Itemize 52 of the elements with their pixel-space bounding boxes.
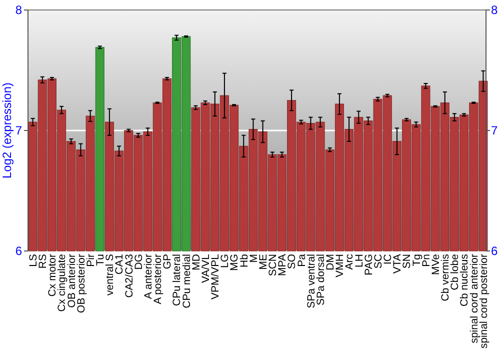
x-tick-label: SO	[286, 254, 298, 270]
y-tick-label: 6	[15, 244, 22, 258]
x-tick-label: IC	[382, 254, 394, 264]
x-tick-label: spinal cord anterior	[468, 253, 480, 344]
x-tick-label: MD	[190, 254, 202, 270]
x-tick-label: VA/VL	[200, 254, 212, 283]
y2-tick-label: 7	[491, 124, 498, 138]
x-tick-label: CPu lateral	[171, 254, 184, 306]
y2-tick-label: 6	[491, 244, 498, 258]
x-tick-label: CA2/CA3	[123, 254, 136, 298]
x-tick-label: OB posterior	[75, 254, 88, 313]
x-tick-label: LG	[219, 254, 232, 268]
x-tick-label: MVe	[430, 254, 442, 276]
x-tick-label: DM	[324, 254, 337, 270]
x-tick-label: PAG	[362, 254, 375, 276]
x-tick-label: OB anterior	[66, 254, 78, 308]
x-tick-label: LS	[27, 254, 40, 267]
x-tick-label: VMH	[334, 254, 346, 278]
x-tick-label: VTA	[392, 254, 404, 274]
x-tick-label: SCN	[267, 254, 280, 276]
x-tick-label: Tu	[94, 254, 107, 266]
x-tick-label: SPa ventral	[305, 254, 318, 308]
x-tick-label: ME	[257, 254, 270, 270]
x-tick-label: spinal cord posterior	[478, 253, 490, 349]
x-tick-label: DG	[132, 254, 145, 270]
x-tick-label: SN	[401, 254, 414, 269]
x-tick-label: A anterior	[142, 254, 154, 299]
x-tick-label: MG	[228, 254, 241, 271]
x-tick-label: SPa dorsal	[314, 254, 327, 306]
x-tick-label: LH	[353, 254, 366, 268]
x-tick-label: GP	[162, 254, 174, 270]
y2-tick-label: 8	[491, 3, 498, 18]
x-tick-label: ventral S	[104, 254, 116, 296]
x-tick-label: VPM/VPL	[210, 254, 222, 300]
x-tick-label: SC	[372, 254, 384, 269]
x-tick-label: Hb	[238, 254, 250, 268]
x-tick-label: M	[248, 254, 260, 263]
x-tick-label: CA1	[114, 254, 126, 274]
x-tick-label: Pir	[84, 254, 97, 267]
x-tick-label: CPu medial	[180, 254, 193, 308]
x-tick-label: RS	[37, 254, 50, 269]
x-tick-label: Pa	[296, 254, 308, 267]
x-tick-label: A posterior	[152, 254, 164, 304]
x-tick-label: MPA	[276, 254, 289, 276]
x-tick-label: Cb nucleus	[458, 254, 471, 307]
y-tick-label: 7	[15, 124, 22, 138]
y-tick-label: 8	[15, 3, 22, 18]
x-tick-label: Tg	[410, 254, 423, 266]
x-tick-label: Cx cingulate	[56, 254, 68, 312]
y-axis-title: Log2 (expression)	[0, 82, 14, 179]
x-tick-label: Arc	[344, 254, 356, 270]
x-tick-label: Cb lobe	[449, 254, 462, 290]
